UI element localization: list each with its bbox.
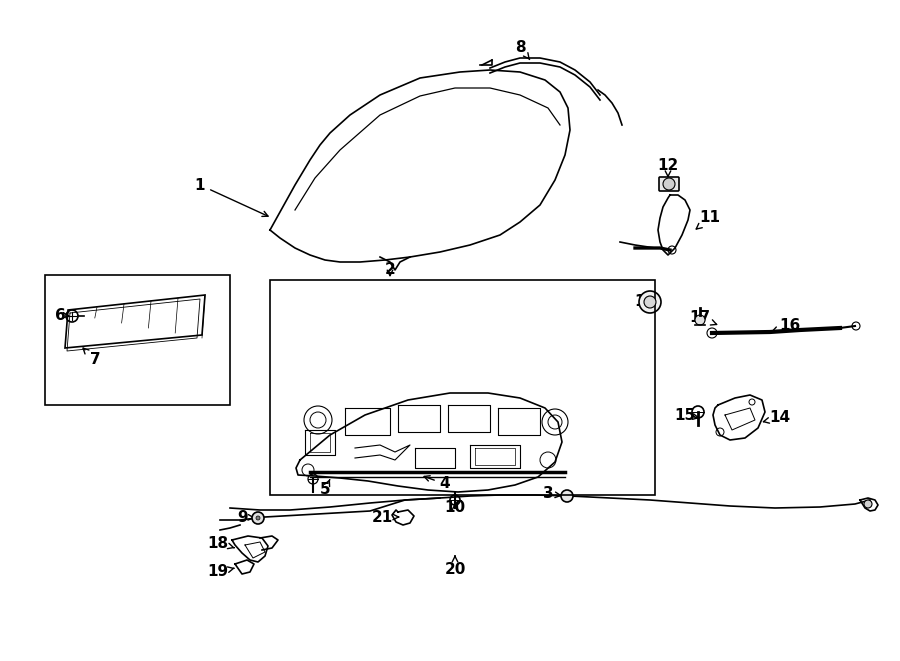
Text: 7: 7 [83,348,100,368]
Text: 13: 13 [634,295,655,309]
Circle shape [864,500,872,508]
Text: 3: 3 [543,486,561,502]
Bar [270,280,655,495]
Circle shape [561,490,573,502]
Bar [45,275,230,405]
Text: 19: 19 [207,564,234,580]
Circle shape [695,315,705,325]
Circle shape [663,178,675,190]
Circle shape [644,296,656,308]
Text: 17: 17 [689,311,716,325]
Text: 6: 6 [55,307,68,323]
Text: 2: 2 [384,262,395,278]
Text: 4: 4 [424,476,450,492]
Circle shape [252,512,264,524]
Text: 12: 12 [657,157,679,176]
FancyBboxPatch shape [659,177,679,191]
Text: 9: 9 [238,510,254,524]
Text: 18: 18 [207,535,234,551]
Text: 11: 11 [697,210,721,229]
Text: 5: 5 [320,480,330,498]
Text: 16: 16 [772,317,801,332]
Text: 10: 10 [445,500,465,516]
Text: 15: 15 [674,407,698,422]
Text: 21: 21 [372,510,399,524]
Text: 1: 1 [194,178,268,216]
Text: 14: 14 [763,410,790,426]
Text: 20: 20 [445,556,465,578]
Circle shape [639,291,661,313]
Circle shape [256,516,260,520]
Text: 8: 8 [515,40,529,59]
